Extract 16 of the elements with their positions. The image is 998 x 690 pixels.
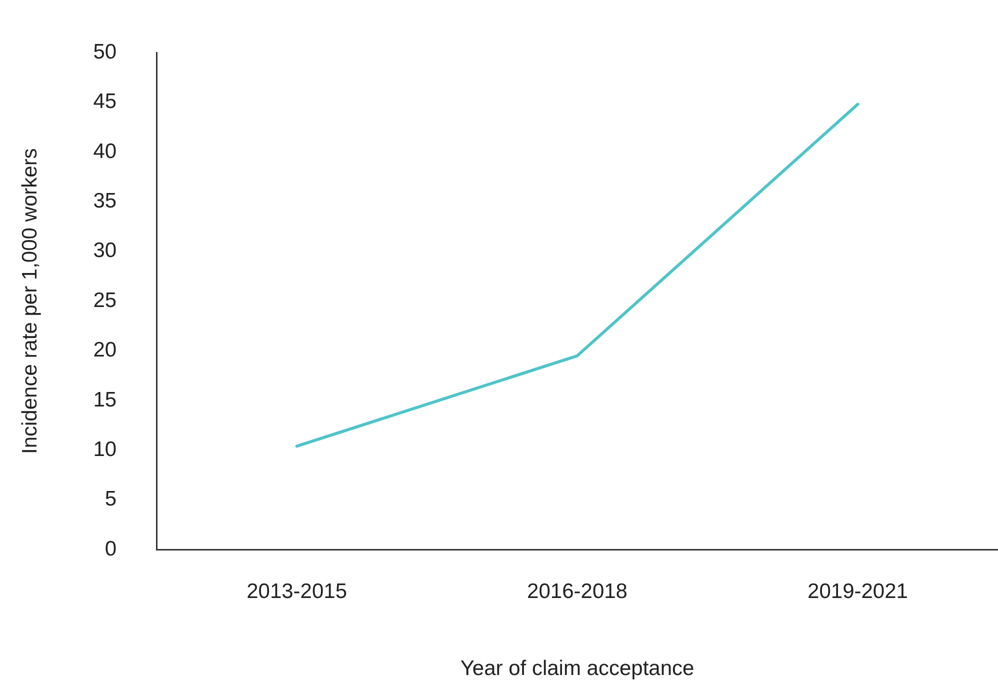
y-tick-label: 30 xyxy=(93,239,117,262)
y-tick-label: 15 xyxy=(93,388,117,412)
x-axis-title: Year of claim acceptance xyxy=(460,657,694,680)
x-tick-label: 2013-2015 xyxy=(246,580,348,603)
y-tick-label: 25 xyxy=(93,288,117,312)
y-axis-title: Incidence rate per 1,000 workers xyxy=(18,148,42,454)
y-tick-label: 35 xyxy=(93,189,117,212)
y-tick-label: 40 xyxy=(93,140,117,163)
y-tick-label: 5 xyxy=(104,488,117,511)
x-tick-label: 2016-2018 xyxy=(527,580,628,603)
y-tick-label: 0 xyxy=(104,537,117,560)
y-tick-label: 10 xyxy=(93,438,117,461)
y-tick-label: 20 xyxy=(93,338,117,362)
y-tick-label: 45 xyxy=(93,90,117,114)
y-tick-label: 50 xyxy=(93,40,117,64)
x-tick-label: 2019-2021 xyxy=(808,580,908,603)
